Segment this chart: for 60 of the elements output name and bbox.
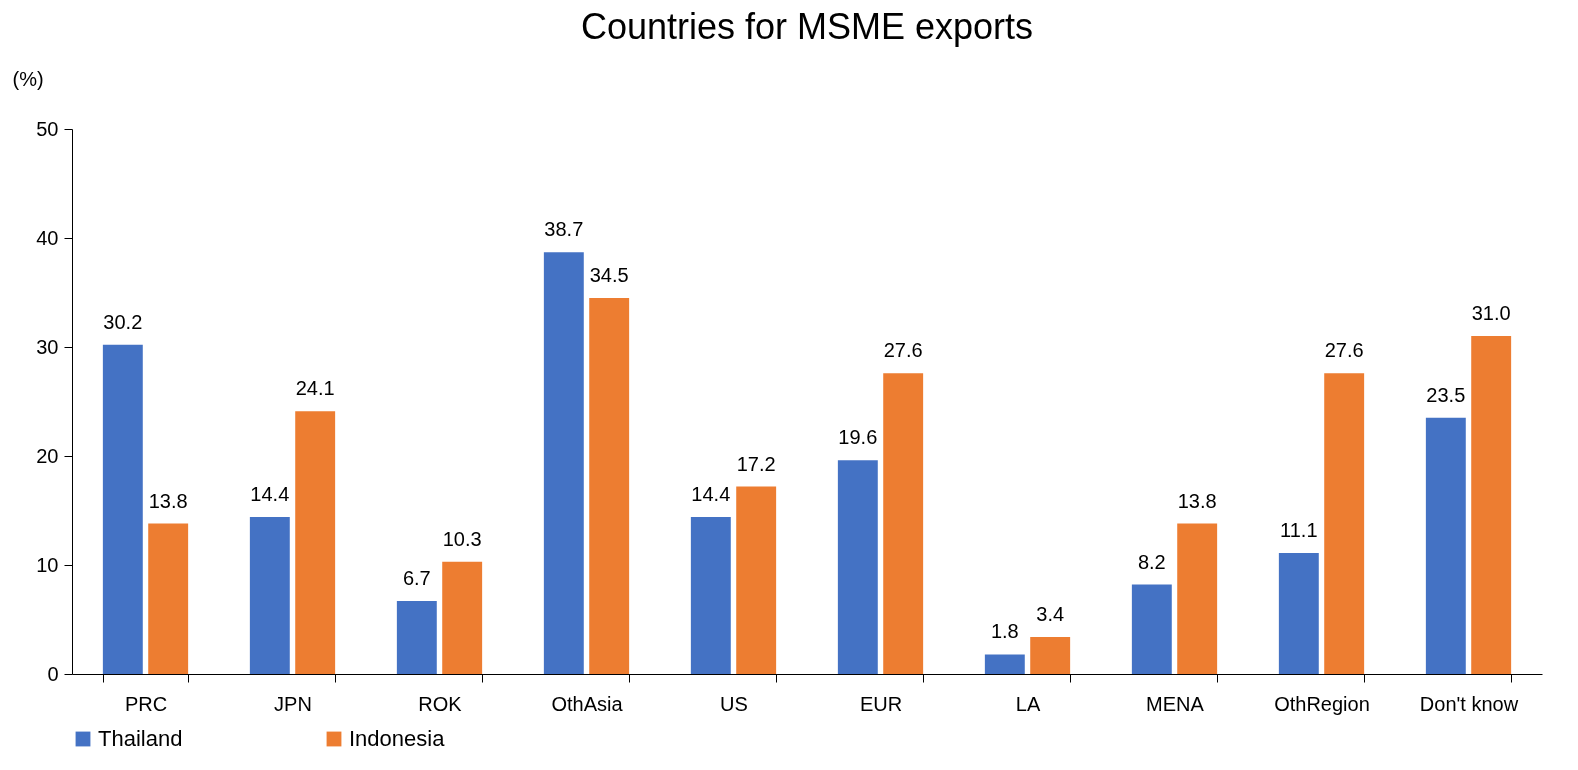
x-tick-label: Don't know	[1419, 692, 1519, 715]
bar	[1471, 336, 1512, 674]
data-label: 23.5	[1426, 383, 1466, 406]
data-label: 13.8	[1177, 489, 1217, 512]
data-label: 30.2	[103, 310, 143, 333]
x-tick-label: EUR	[859, 692, 903, 715]
y-tick-label: 0	[47, 662, 59, 685]
x-tick-label: JPN	[274, 692, 312, 715]
bar	[1425, 417, 1466, 674]
data-label: 27.6	[883, 339, 923, 362]
data-label: 38.7	[544, 218, 584, 241]
x-tick-label: US	[720, 692, 748, 715]
x-tick-label: LA	[1015, 692, 1041, 715]
x-tick-label: OthRegion	[1274, 692, 1370, 715]
data-label: 17.2	[736, 452, 776, 475]
y-tick-label: 40	[36, 226, 59, 249]
x-tick-label: MENA	[1146, 692, 1205, 715]
bar	[1131, 584, 1172, 674]
data-label: 24.1	[295, 377, 335, 400]
bar	[984, 654, 1025, 674]
data-label: 6.7	[402, 566, 431, 589]
legend-label: Thailand	[98, 726, 183, 751]
data-label: 3.4	[1036, 602, 1065, 625]
bar	[1278, 553, 1319, 674]
data-label: 13.8	[148, 489, 188, 512]
bar	[1177, 523, 1218, 674]
y-axis-title: (%)	[12, 67, 44, 90]
bar	[690, 517, 731, 674]
y-tick-label: 30	[36, 335, 59, 358]
y-tick-label: 20	[36, 444, 59, 467]
bar	[736, 486, 777, 674]
data-label: 8.2	[1137, 550, 1166, 573]
y-tick-label: 10	[36, 553, 59, 576]
bar	[249, 517, 290, 674]
bar	[148, 523, 189, 674]
data-label: 11.1	[1280, 519, 1318, 542]
bar	[102, 344, 143, 674]
bar	[295, 411, 336, 674]
x-tick-label: ROK	[418, 692, 463, 715]
data-label: 10.3	[442, 527, 482, 550]
data-label: 14.4	[691, 483, 731, 506]
bar	[442, 561, 483, 674]
y-tick-label: 50	[36, 117, 59, 140]
data-label: 31.0	[1471, 302, 1511, 325]
bar	[883, 373, 924, 674]
chart-title: Countries for MSME exports	[580, 6, 1034, 47]
legend-label: Indonesia	[349, 726, 446, 751]
bar	[837, 460, 878, 674]
x-tick-label: OthAsia	[551, 692, 624, 715]
data-label: 27.6	[1324, 339, 1364, 362]
bar	[1324, 373, 1365, 674]
data-label: 1.8	[990, 620, 1019, 643]
data-label: 14.4	[250, 483, 290, 506]
data-label: 19.6	[838, 426, 878, 449]
x-tick-label: PRC	[124, 692, 168, 715]
bar	[589, 297, 630, 674]
bar	[543, 252, 584, 674]
data-label: 34.5	[589, 263, 629, 286]
bar	[396, 600, 437, 674]
bar	[1030, 636, 1071, 674]
